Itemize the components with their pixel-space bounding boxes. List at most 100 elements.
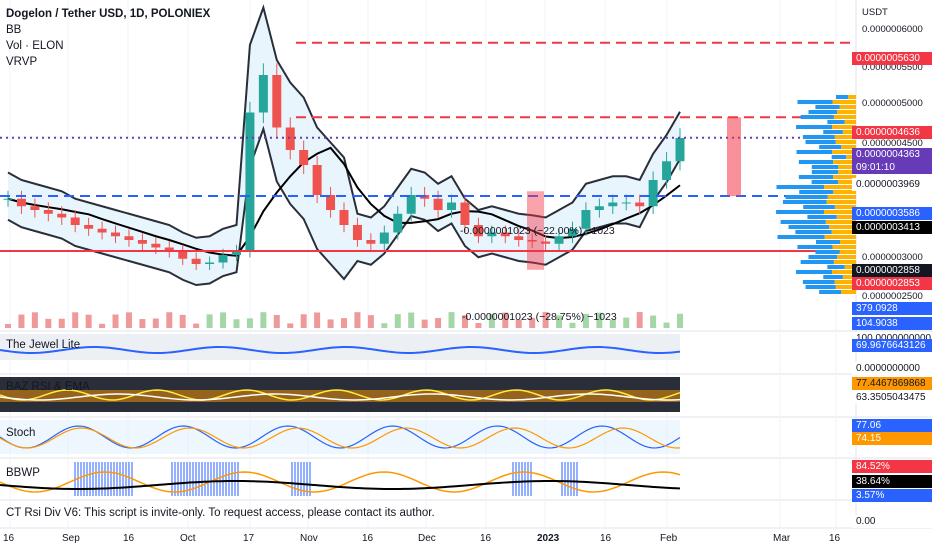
- volume-bar: [166, 312, 173, 328]
- volume-profile-bar: [825, 220, 856, 224]
- volume-profile-bar: [842, 130, 856, 134]
- volume-bar: [72, 312, 79, 328]
- volume-profile-bar: [839, 250, 856, 254]
- volume-profile-bar: [805, 285, 836, 289]
- pane-tag: 77.4467869868: [852, 377, 932, 390]
- candle-body: [393, 213, 403, 233]
- volume-profile-bar: [796, 270, 833, 274]
- candle-body: [258, 75, 268, 113]
- countdown-tag: 09:01:10: [852, 161, 932, 174]
- volume-bar: [139, 319, 146, 328]
- bollinger-lower: [7, 125, 681, 287]
- volume-profile-bar: [788, 225, 830, 229]
- pane-title-jewel[interactable]: The Jewel Lite: [6, 339, 81, 351]
- candle-body: [500, 232, 510, 237]
- candle-body: [527, 240, 537, 242]
- volume-bar: [609, 319, 616, 328]
- volume-bar: [677, 313, 683, 328]
- volume-profile-bar: [839, 240, 856, 244]
- pane-tag: 69.9676643126: [852, 339, 932, 352]
- price-axis-label: 0.0000006000: [862, 24, 923, 35]
- bbwp-line: [0, 471, 681, 493]
- x-axis-label: 17: [243, 533, 255, 544]
- volume-profile-bar: [780, 220, 826, 224]
- volume-profile-bar: [833, 190, 856, 194]
- indicator-bb[interactable]: BB: [6, 24, 22, 36]
- volume-profile-bar: [834, 205, 856, 209]
- volume-bar: [287, 323, 294, 328]
- bollinger-upper: [7, 4, 681, 239]
- candle-body: [635, 202, 645, 207]
- symbol-title[interactable]: Dogelon / Tether USD, 1D, POLONIEX: [6, 8, 211, 20]
- candle-body: [312, 165, 322, 195]
- candle-body: [57, 213, 67, 218]
- volume-bar: [354, 312, 361, 328]
- volume-bar: [260, 312, 267, 328]
- pane-tag: 0.0000000000: [852, 362, 932, 375]
- price-tag-lower-band: 0.0000002858: [852, 264, 932, 277]
- volume-profile-bar: [841, 290, 856, 294]
- price-axis-label: 0.0000005500: [862, 62, 923, 73]
- volume-bar: [569, 322, 576, 328]
- volume-profile-bar: [836, 215, 856, 219]
- volume-profile-bar: [829, 225, 856, 229]
- volume-bar: [488, 314, 495, 328]
- volume-bar: [179, 314, 186, 328]
- candle-body: [191, 258, 201, 264]
- volume-profile-bar: [832, 100, 856, 104]
- measure-box: [727, 117, 741, 197]
- volume-bar: [367, 315, 374, 328]
- pane-title-baz-rsi[interactable]: BAZ RSI & EMA: [6, 381, 90, 393]
- volume-profile-bar: [836, 255, 856, 259]
- x-axis-label: Feb: [660, 533, 678, 544]
- volume-profile-bar: [844, 265, 856, 269]
- volume-profile-bar: [808, 110, 837, 114]
- volume-bar: [112, 314, 119, 328]
- volume-profile-bar: [841, 145, 856, 149]
- volume-profile-bar: [823, 130, 843, 134]
- jewel-line: [0, 345, 681, 355]
- volume-profile-bar: [815, 105, 840, 109]
- price-tag-resistance-high: 0.0000005630: [852, 52, 932, 65]
- measure-annotation: -0.0000001023 (−28.75%) −1023: [462, 311, 617, 323]
- x-axis-label: 2023: [537, 533, 560, 544]
- stoch-k-line: [0, 425, 681, 449]
- volume-profile-bar: [827, 195, 856, 199]
- volume-profile-bar: [835, 140, 856, 144]
- volume-profile-bar: [811, 165, 839, 169]
- x-axis-label: Dec: [418, 533, 436, 544]
- volume-profile-bar: [797, 100, 833, 104]
- volume-bar: [193, 323, 200, 328]
- pane-tag: 3.57%: [852, 489, 932, 502]
- volume-profile-bar: [832, 150, 856, 154]
- candle-body: [164, 247, 174, 252]
- candle-body: [272, 75, 282, 128]
- volume-profile-bar: [815, 250, 840, 254]
- volume-profile-bar: [838, 165, 856, 169]
- candle-body: [218, 255, 228, 263]
- volume-profile-bar: [846, 155, 856, 159]
- volume-profile-bar: [802, 280, 835, 284]
- volume-profile-bar: [803, 205, 835, 209]
- candle-body: [554, 236, 564, 244]
- volume-profile-bar: [836, 95, 848, 99]
- volume-bar: [448, 312, 455, 328]
- volume-bar: [99, 323, 106, 328]
- volume-bar: [18, 314, 25, 328]
- volume-profile-bar: [826, 200, 856, 204]
- volume-profile-bar: [833, 260, 856, 264]
- candle-body: [447, 202, 457, 210]
- pane-title-stoch[interactable]: Stoch: [6, 427, 36, 439]
- volume-bar: [663, 322, 670, 328]
- volume-bar: [475, 322, 482, 328]
- candle-body: [648, 180, 658, 207]
- candle-body: [245, 112, 255, 252]
- indicator-volume[interactable]: Vol · ELON: [6, 40, 64, 52]
- volume-profile-bar: [831, 155, 847, 159]
- volume-bar: [556, 315, 563, 328]
- pane-title-bbwp[interactable]: BBWP: [6, 467, 40, 479]
- indicator-vrvp[interactable]: VRVP: [6, 56, 38, 68]
- candle-body: [514, 236, 524, 240]
- volume-profile-bar: [800, 260, 834, 264]
